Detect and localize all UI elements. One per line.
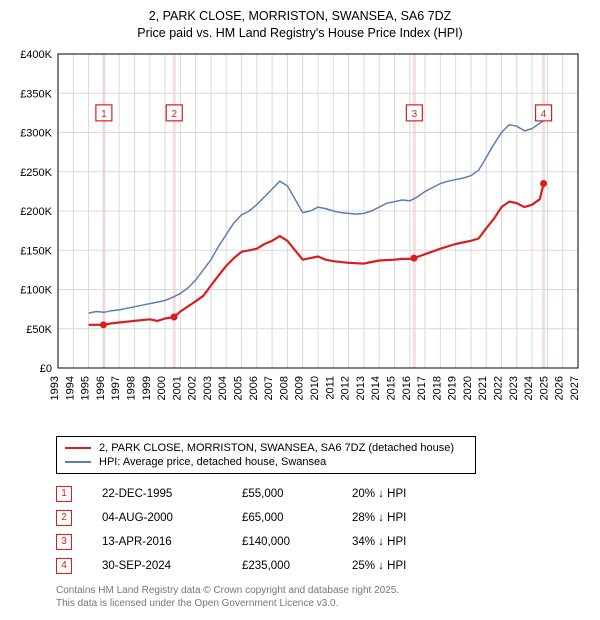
event-row: 3 13-APR-2016 £140,000 34% ↓ HPI [56, 530, 594, 554]
svg-text:£200K: £200K [20, 206, 52, 218]
event-badge: 4 [56, 558, 72, 574]
svg-text:2005: 2005 [233, 376, 245, 400]
attribution-line-2: This data is licensed under the Open Gov… [56, 597, 594, 610]
title-line-1: 2, PARK CLOSE, MORRISTON, SWANSEA, SA6 7… [6, 8, 594, 25]
event-price: £235,000 [242, 560, 322, 572]
event-badge: 2 [56, 510, 72, 526]
svg-text:2011: 2011 [324, 376, 336, 400]
legend-item: 2, PARK CLOSE, MORRISTON, SWANSEA, SA6 7… [65, 441, 467, 455]
legend-swatch [65, 447, 91, 449]
svg-text:1993: 1993 [49, 376, 61, 400]
svg-text:2006: 2006 [248, 376, 260, 400]
legend-swatch [65, 461, 91, 463]
chart-title: 2, PARK CLOSE, MORRISTON, SWANSEA, SA6 7… [6, 8, 594, 42]
svg-text:£400K: £400K [20, 49, 52, 61]
svg-text:2010: 2010 [309, 376, 321, 400]
legend-label: 2, PARK CLOSE, MORRISTON, SWANSEA, SA6 7… [99, 442, 454, 454]
svg-text:£250K: £250K [20, 167, 52, 179]
svg-text:2003: 2003 [202, 376, 214, 400]
svg-text:2021: 2021 [477, 376, 489, 400]
svg-text:2027: 2027 [569, 376, 581, 400]
svg-text:2001: 2001 [171, 376, 183, 400]
svg-text:4: 4 [541, 109, 547, 120]
svg-text:1997: 1997 [110, 376, 122, 400]
svg-text:2000: 2000 [156, 376, 168, 400]
svg-text:2020: 2020 [462, 376, 474, 400]
svg-text:£300K: £300K [20, 127, 52, 139]
svg-text:2014: 2014 [370, 376, 382, 400]
svg-text:£0: £0 [40, 363, 52, 375]
svg-text:2: 2 [171, 109, 177, 120]
event-date: 04-AUG-2000 [102, 512, 212, 524]
event-date: 13-APR-2016 [102, 536, 212, 548]
svg-text:1998: 1998 [125, 376, 137, 400]
attribution-line-1: Contains HM Land Registry data © Crown c… [56, 584, 594, 597]
event-delta: 28% ↓ HPI [352, 512, 452, 524]
svg-text:2002: 2002 [187, 376, 199, 400]
svg-text:1: 1 [101, 109, 107, 120]
event-badge: 3 [56, 534, 72, 550]
chart-svg: £0 £50K £100K £150K £200K £250K £300K £350K £400… [6, 48, 594, 428]
svg-text:2022: 2022 [493, 376, 505, 400]
event-table: 1 22-DEC-1995 £55,000 20% ↓ HPI 2 04-AUG-2000… [56, 482, 594, 578]
svg-text:2024: 2024 [523, 376, 535, 400]
event-price: £140,000 [242, 536, 322, 548]
svg-text:1994: 1994 [64, 376, 76, 400]
event-badge: 1 [56, 486, 72, 502]
svg-text:2008: 2008 [278, 376, 290, 400]
svg-text:2007: 2007 [263, 376, 275, 400]
svg-text:2016: 2016 [401, 376, 413, 400]
title-line-2: Price paid vs. HM Land Registry's House … [6, 25, 594, 42]
svg-text:2017: 2017 [416, 376, 428, 400]
event-row: 4 30-SEP-2024 £235,000 25% ↓ HPI [56, 554, 594, 578]
svg-text:£50K: £50K [26, 324, 52, 336]
event-row: 1 22-DEC-1995 £55,000 20% ↓ HPI [56, 482, 594, 506]
chart-plot: £0 £50K £100K £150K £200K £250K £300K £350K £400… [6, 48, 594, 428]
legend: 2, PARK CLOSE, MORRISTON, SWANSEA, SA6 7… [56, 436, 476, 474]
svg-text:£350K: £350K [20, 88, 52, 100]
event-price: £65,000 [242, 512, 322, 524]
chart-container: 2, PARK CLOSE, MORRISTON, SWANSEA, SA6 7… [0, 0, 600, 616]
legend-label: HPI: Average price, detached house, Swan… [99, 456, 326, 468]
event-delta: 20% ↓ HPI [352, 488, 452, 500]
svg-text:2023: 2023 [508, 376, 520, 400]
svg-text:1995: 1995 [80, 376, 92, 400]
svg-text:2025: 2025 [538, 376, 550, 400]
svg-text:2015: 2015 [385, 376, 397, 400]
svg-text:1996: 1996 [95, 376, 107, 400]
svg-text:2013: 2013 [355, 376, 367, 400]
event-date: 22-DEC-1995 [102, 488, 212, 500]
svg-text:£100K: £100K [20, 284, 52, 296]
svg-text:2009: 2009 [294, 376, 306, 400]
event-price: £55,000 [242, 488, 322, 500]
attribution: Contains HM Land Registry data © Crown c… [56, 584, 594, 610]
event-row: 2 04-AUG-2000 £65,000 28% ↓ HPI [56, 506, 594, 530]
svg-text:2018: 2018 [431, 376, 443, 400]
legend-item: HPI: Average price, detached house, Swan… [65, 455, 467, 469]
svg-text:2004: 2004 [217, 376, 229, 400]
event-date: 30-SEP-2024 [102, 560, 212, 572]
svg-text:2026: 2026 [554, 376, 566, 400]
svg-text:2019: 2019 [447, 376, 459, 400]
event-delta: 34% ↓ HPI [352, 536, 452, 548]
svg-text:3: 3 [412, 109, 418, 120]
event-delta: 25% ↓ HPI [352, 560, 452, 572]
svg-text:1999: 1999 [141, 376, 153, 400]
svg-text:2012: 2012 [340, 376, 352, 400]
svg-text:£150K: £150K [20, 245, 52, 257]
